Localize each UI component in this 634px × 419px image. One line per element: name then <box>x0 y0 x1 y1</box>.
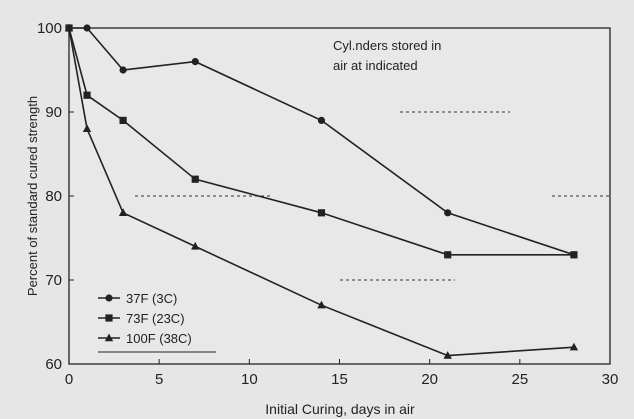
data-point <box>64 23 74 32</box>
series-layer <box>64 23 579 359</box>
legend-label: 100F (38C) <box>126 331 192 346</box>
data-point <box>444 251 452 259</box>
data-point <box>82 124 92 132</box>
y-tick-label: 70 <box>45 272 62 289</box>
data-point <box>118 208 128 216</box>
legend-marker <box>105 314 113 322</box>
data-point <box>444 209 452 217</box>
series-triangle <box>64 23 579 359</box>
data-point <box>119 66 127 74</box>
data-point <box>569 342 579 351</box>
data-point <box>317 209 326 217</box>
y-tick-label: 100 <box>37 20 62 37</box>
annotation-line-2: air at indicated <box>333 58 418 73</box>
gridlines <box>135 111 610 281</box>
x-tick-label: 20 <box>421 371 438 388</box>
data-point <box>83 24 91 32</box>
data-point <box>191 58 199 66</box>
legend-label: 73F (23C) <box>126 311 185 326</box>
data-point <box>317 300 326 309</box>
y-tick-label: 90 <box>45 104 62 121</box>
data-point <box>191 175 199 183</box>
data-point <box>119 116 127 124</box>
legend-label: 37F (3C) <box>126 291 177 306</box>
y-tick-label: 60 <box>45 356 62 373</box>
y-tick-label: 80 <box>45 188 62 205</box>
data-point <box>83 91 91 99</box>
data-point <box>570 251 578 259</box>
x-tick-label: 25 <box>511 371 528 388</box>
legend: 37F (3C) 73F (23C) 100F (38C) <box>98 291 216 353</box>
x-tick-label: 15 <box>331 371 348 388</box>
x-tick-label: 30 <box>602 371 619 388</box>
legend-marker <box>105 294 113 302</box>
x-tick-label: 10 <box>241 371 258 388</box>
axis-layer: 0 5 10 15 20 25 30 60 70 80 90 100 <box>37 20 618 388</box>
data-point <box>443 351 452 359</box>
x-tick-label: 0 <box>65 371 73 388</box>
y-axis-title: Percent of standard cured strength <box>25 96 40 296</box>
annotation-line-1: Cyl.nders stored in <box>333 38 441 53</box>
x-tick-label: 5 <box>155 371 163 388</box>
x-axis-title: Initial Curing, days in air <box>265 401 415 417</box>
legend-marker <box>104 333 114 342</box>
data-point <box>191 241 200 250</box>
data-point <box>317 116 326 124</box>
